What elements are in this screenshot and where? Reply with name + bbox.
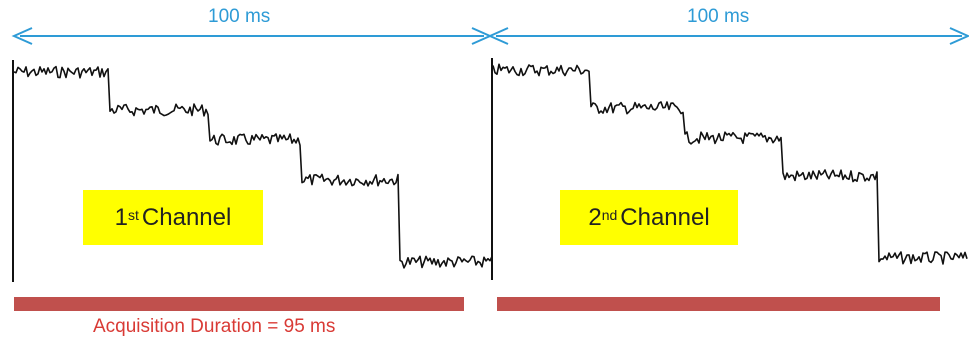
channel-2-text: Channel — [620, 203, 710, 231]
channel-1-suffix: st — [128, 206, 139, 223]
signal-trace-channel-2 — [492, 63, 968, 265]
duration-arrow-1 — [11, 27, 493, 45]
channel-2-suffix: nd — [601, 206, 618, 223]
channel-2-number: 2 — [588, 203, 602, 231]
acquisition-bar-2 — [497, 297, 940, 311]
acquisition-duration-label: Acquisition Duration = 95 ms — [93, 316, 336, 337]
duration-label-2: 100 ms — [687, 6, 750, 27]
acquisition-bar-1 — [14, 297, 464, 311]
duration-label-1: 100 ms — [208, 6, 271, 27]
channel-1-text: Channel — [141, 203, 232, 231]
duration-arrow-2 — [487, 27, 969, 45]
signal-trace-channel-1 — [13, 65, 493, 269]
channel-1-number: 1 — [114, 203, 129, 231]
